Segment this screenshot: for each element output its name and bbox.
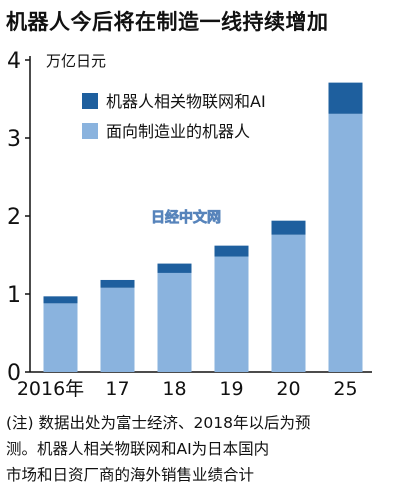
x-tick-label: 20 [276,378,300,400]
bar-segment-iot-ai [43,296,78,304]
note-line-1: (注) 数据出处为富士经济、2018年以后为预 [6,414,311,432]
bar-segment-manufacturing-robots [328,113,363,372]
legend-swatch [82,123,98,139]
legend-label: 机器人相关物联网和AI [106,92,266,111]
y-tick-label: 4 [7,49,21,74]
bar-segment-iot-ai [214,245,249,257]
chart-title: 机器人今后将在制造一线持续增加 [6,10,329,34]
x-tick-label: 19 [219,378,243,400]
bar-segment-iot-ai [100,279,135,288]
x-tick-label: 2016年 [17,378,84,400]
x-tick-label: 25 [333,378,357,400]
note-line-2: 测。机器人相关物联网和AI为日本国内 [6,440,270,458]
stacked-bar-chart: 万亿日元 0 1 2 3 4 2016年 17 18 19 20 25 机器人相关物联网和AI 面向制造业… [7,49,372,400]
bar-segment-manufacturing-robots [271,234,306,372]
y-tick-label: 1 [7,283,21,308]
bar-segment-manufacturing-robots [100,287,135,372]
bar-segment-manufacturing-robots [214,256,249,372]
x-tick-label: 17 [105,378,129,400]
bar-segment-iot-ai [157,263,192,273]
y-tick-label: 0 [7,361,21,386]
y-tick-label: 3 [7,127,21,152]
y-tick-label: 2 [7,205,21,230]
x-tick-label: 18 [162,378,186,400]
watermark-text: 日经中文网 [151,209,221,226]
bar-segment-manufacturing-robots [43,303,78,372]
bar-segment-manufacturing-robots [157,272,192,372]
legend-swatch [82,93,98,109]
y-unit-label: 万亿日元 [46,52,106,70]
source-note: (注) 数据出处为富士经济、2018年以后为预 测。机器人相关物联网和AI为日本… [6,410,398,488]
bar-segment-iot-ai [271,220,306,235]
legend-label: 面向制造业的机器人 [106,122,250,141]
bar-segment-iot-ai [328,82,363,114]
note-line-3: 市场和日资厂商的海外销售业绩合计 [6,466,255,484]
